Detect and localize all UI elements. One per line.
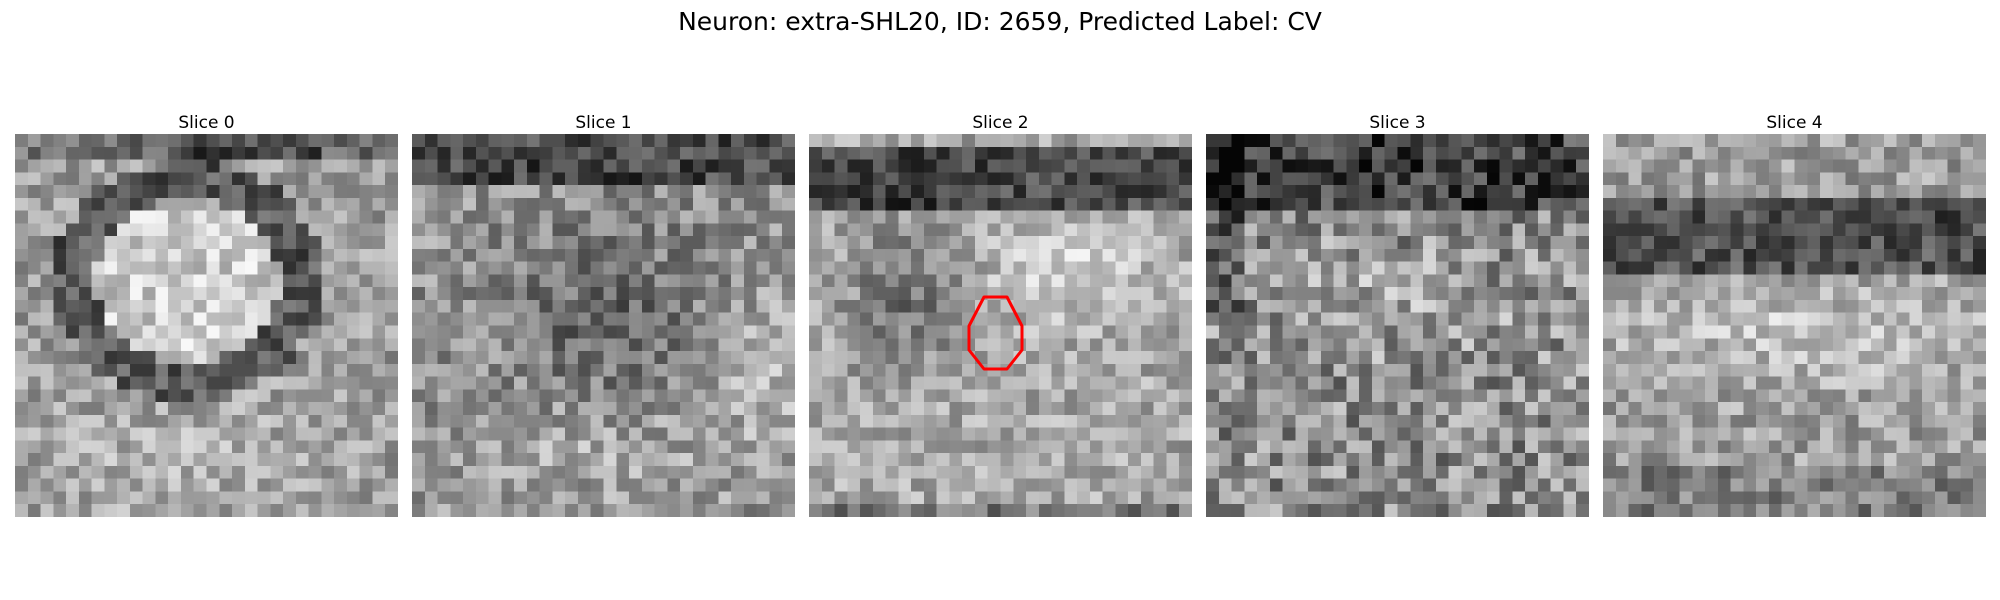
slice-title: Slice 3	[1369, 113, 1426, 133]
slice-image	[1206, 134, 1589, 517]
slice-title: Slice 2	[972, 113, 1029, 133]
slice-title: Slice 0	[178, 113, 235, 133]
slice-image	[1603, 134, 1986, 517]
slice-title: Slice 1	[575, 113, 632, 133]
slice-image	[809, 134, 1192, 517]
slice-image	[15, 134, 398, 517]
figure-title: Neuron: extra-SHL20, ID: 2659, Predicted…	[678, 7, 1322, 36]
slice-image	[412, 134, 795, 517]
slice-title: Slice 4	[1766, 113, 1823, 133]
